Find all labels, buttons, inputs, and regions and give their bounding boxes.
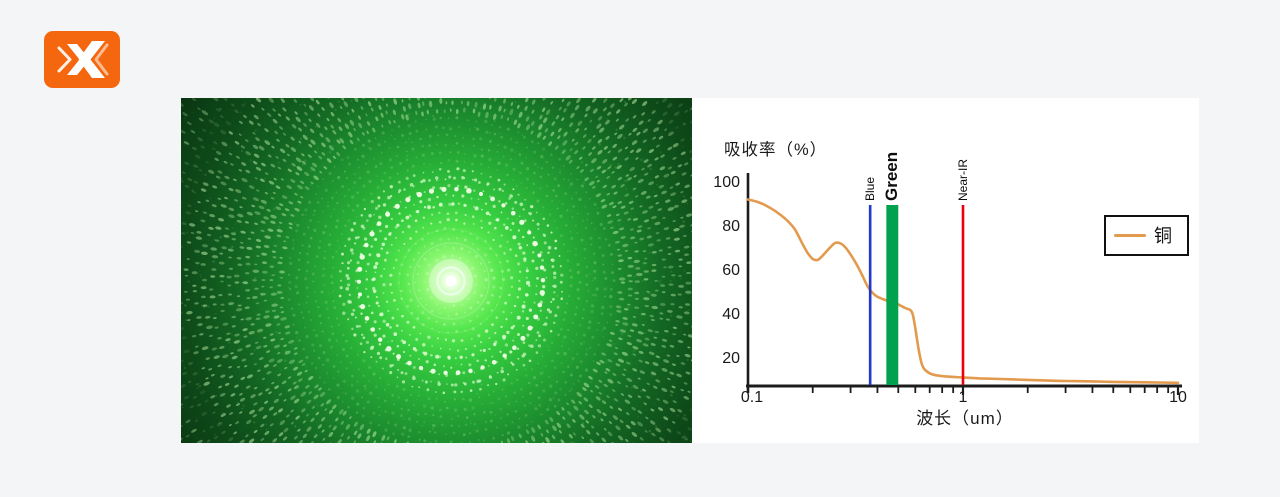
double-chevron-x-icon (44, 31, 120, 88)
marker-label-green: Green (882, 151, 902, 201)
legend: 铜 (1104, 215, 1189, 256)
y-axis-title: 吸收率（%） (724, 141, 828, 159)
marker-label-blue: Blue (863, 176, 878, 201)
x-axis-title: 波长（um） (916, 409, 1014, 428)
marker-label-near-ir: Near-IR (956, 158, 970, 201)
brand-logo (44, 31, 120, 88)
laser-diffraction-photo (181, 98, 692, 443)
y-tick-label: 100 (713, 174, 740, 191)
x-tick-label: 1 (958, 389, 968, 406)
marker-band-green (886, 205, 899, 385)
x-tick-label: 10 (1169, 389, 1187, 406)
marker-line-near-ir (961, 205, 965, 385)
y-tick-label: 80 (722, 218, 740, 235)
legend-label: 铜 (1154, 225, 1172, 246)
y-tick-label: 20 (722, 350, 740, 367)
hero-card: 吸收率（%） 波长（um） 铜 Blue Green Near-IR 0.1 1 10 10… (181, 98, 1199, 443)
x-tick-label: 0.1 (740, 389, 764, 406)
y-tick-label: 60 (722, 262, 740, 279)
y-tick-label: 40 (722, 306, 740, 323)
chart-canvas (746, 173, 1182, 395)
legend-line-swatch (1114, 233, 1146, 238)
absorption-chart: 吸收率（%） 波长（um） 铜 Blue Green Near-IR 0.1 1 10 10… (692, 98, 1199, 443)
marker-line-blue (868, 205, 872, 385)
